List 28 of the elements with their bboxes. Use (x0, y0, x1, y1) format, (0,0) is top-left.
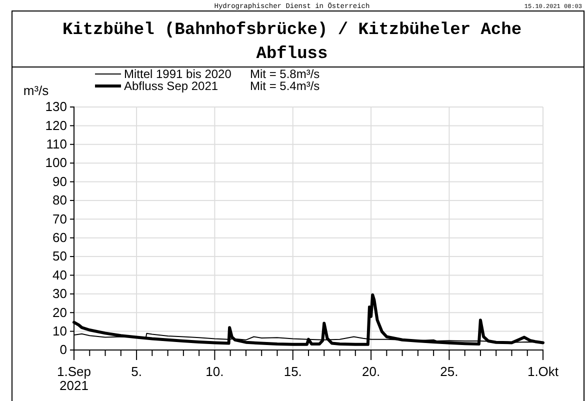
y-tick-label: 20 (52, 304, 67, 320)
x-tick-label: 5. (131, 364, 142, 379)
y-tick-label: 70 (52, 211, 67, 226)
y-tick-label: 0 (60, 342, 67, 358)
legend-label: Mittel 1991 bis 2020 (124, 67, 232, 81)
y-tick-label: 130 (45, 99, 67, 114)
y-tick-label: 80 (52, 192, 67, 208)
legend-label: Abfluss Sep 2021 (124, 79, 218, 93)
text: Mit = 5.8m³/s (250, 67, 320, 81)
x-tick-label: 20. (362, 364, 380, 379)
y-tick-label: 60 (52, 230, 67, 246)
y-tick-label: 110 (46, 136, 67, 152)
chart-title: Kitzbühel (Bahnhofsbrücke) / Kitzbüheler Ache (62, 21, 522, 40)
y-axis-title: m³/s (23, 83, 50, 98)
text: Mit = 5.4m³/s (250, 79, 320, 93)
x-tick-label: 25. (440, 364, 458, 379)
x-tick-label: 10. (206, 364, 224, 379)
x-tick-label: 1.Sep 2021 (57, 364, 91, 393)
y-tick-label: 90 (52, 174, 67, 189)
y-tick-label: 40 (52, 267, 67, 282)
y-tick-label: 120 (45, 118, 67, 133)
x-tick-label: 1.Okt (527, 364, 559, 379)
y-tick-label: 30 (52, 286, 67, 302)
y-tick-label: 50 (52, 248, 67, 264)
chart-subtitle: Abfluss (256, 45, 328, 64)
y-tick-label: 10 (52, 323, 67, 338)
x-tick-label: 15. (284, 364, 302, 379)
y-tick-label: 100 (45, 155, 67, 170)
